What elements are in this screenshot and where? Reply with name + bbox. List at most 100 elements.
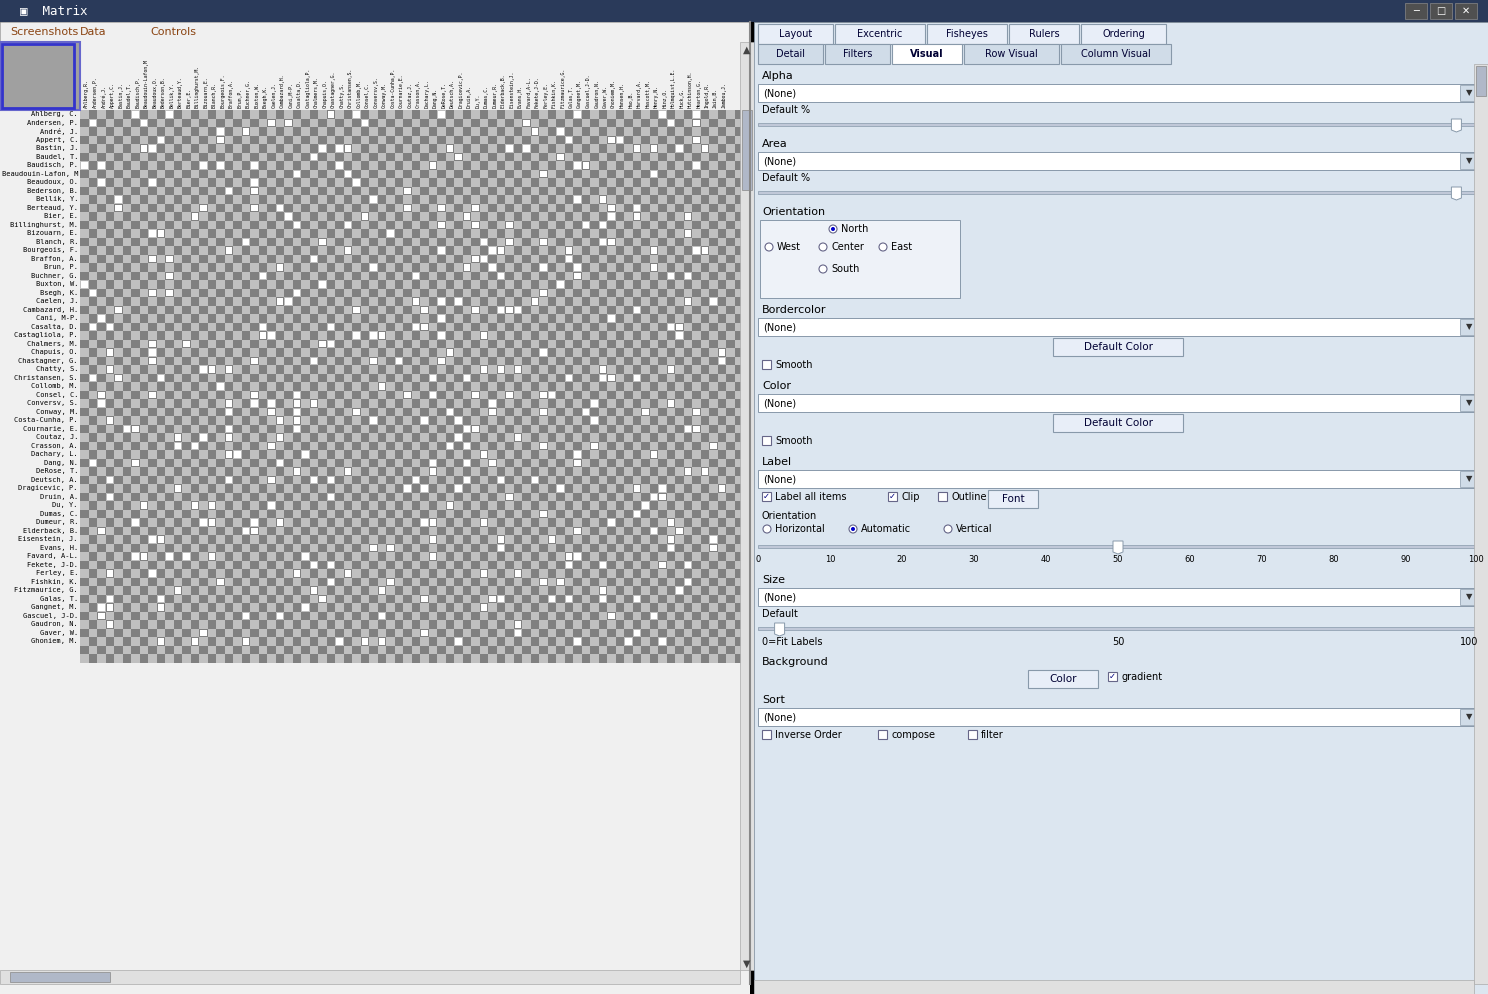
Bar	[318, 246, 326, 254]
Bar	[582, 118, 591, 127]
Bar	[310, 552, 318, 561]
Bar	[531, 135, 539, 144]
Bar	[479, 348, 488, 357]
Bar	[156, 322, 165, 331]
Bar	[513, 297, 522, 305]
Bar	[106, 441, 115, 450]
Bar	[548, 357, 557, 365]
Bar	[371, 332, 376, 339]
Bar	[531, 314, 539, 322]
Bar	[284, 254, 293, 263]
Bar	[293, 527, 301, 535]
Bar	[658, 637, 667, 645]
Text: Hascott,M.: Hascott,M.	[646, 80, 650, 108]
Bar	[140, 637, 147, 645]
Bar	[463, 578, 472, 586]
Bar	[548, 552, 557, 561]
Bar	[591, 263, 598, 271]
Bar	[607, 484, 616, 492]
Bar	[564, 450, 573, 458]
Bar	[284, 135, 293, 144]
Bar	[445, 458, 454, 467]
Bar	[649, 569, 658, 578]
Bar	[582, 254, 591, 263]
Bar	[326, 229, 335, 238]
Bar	[275, 382, 284, 391]
Bar	[344, 441, 353, 450]
Bar	[641, 297, 649, 305]
Bar	[192, 638, 198, 644]
Bar	[564, 467, 573, 475]
Bar	[115, 357, 122, 365]
Bar	[0, 22, 750, 42]
Bar	[504, 620, 513, 628]
Bar	[708, 170, 717, 178]
Bar	[683, 492, 692, 501]
Bar	[598, 501, 607, 510]
Bar	[80, 221, 88, 229]
Bar	[106, 458, 115, 467]
Bar	[676, 552, 683, 561]
Bar	[199, 391, 207, 399]
Bar	[937, 492, 946, 501]
Bar	[190, 246, 199, 254]
Bar	[649, 238, 658, 246]
Bar	[455, 417, 461, 423]
Bar	[454, 408, 463, 416]
Bar	[216, 263, 225, 271]
Bar	[250, 510, 259, 518]
Bar	[565, 136, 571, 143]
Bar	[344, 263, 353, 271]
Bar	[1460, 319, 1478, 335]
Bar	[353, 424, 360, 433]
Bar	[641, 280, 649, 288]
Bar	[106, 620, 115, 628]
Bar	[369, 382, 378, 391]
Bar	[692, 510, 701, 518]
Bar	[190, 187, 199, 195]
Bar	[216, 144, 225, 152]
Bar	[573, 518, 582, 527]
Bar	[607, 144, 616, 152]
Bar	[607, 178, 616, 187]
Bar	[582, 280, 591, 288]
Bar	[140, 331, 147, 340]
Bar	[445, 408, 454, 416]
Bar	[216, 620, 225, 628]
Bar	[522, 263, 531, 271]
Bar	[463, 213, 470, 220]
Bar	[488, 161, 497, 170]
Bar	[641, 628, 649, 637]
Bar	[683, 204, 692, 212]
Bar	[607, 238, 616, 246]
Bar	[156, 288, 165, 297]
Bar	[156, 195, 165, 204]
Bar	[140, 229, 147, 238]
Bar	[454, 654, 463, 662]
Bar	[344, 271, 353, 280]
Bar	[394, 637, 403, 645]
Bar	[598, 552, 607, 561]
Bar	[225, 127, 234, 135]
Bar	[344, 408, 353, 416]
Bar	[676, 305, 683, 314]
Bar	[369, 654, 378, 662]
Bar	[531, 611, 539, 620]
Bar	[420, 288, 429, 297]
Bar	[445, 127, 454, 135]
Bar	[378, 638, 385, 644]
Bar	[174, 254, 182, 263]
Bar	[429, 331, 437, 340]
Bar	[522, 654, 531, 662]
Bar	[394, 510, 403, 518]
Bar	[225, 204, 234, 212]
Bar	[234, 391, 241, 399]
Bar	[225, 586, 234, 594]
Bar	[564, 569, 573, 578]
Bar	[97, 441, 106, 450]
Text: Bier, E.: Bier, E.	[45, 214, 77, 220]
Bar	[207, 144, 216, 152]
Bar	[192, 502, 198, 509]
Bar	[275, 620, 284, 628]
Bar	[591, 544, 598, 552]
